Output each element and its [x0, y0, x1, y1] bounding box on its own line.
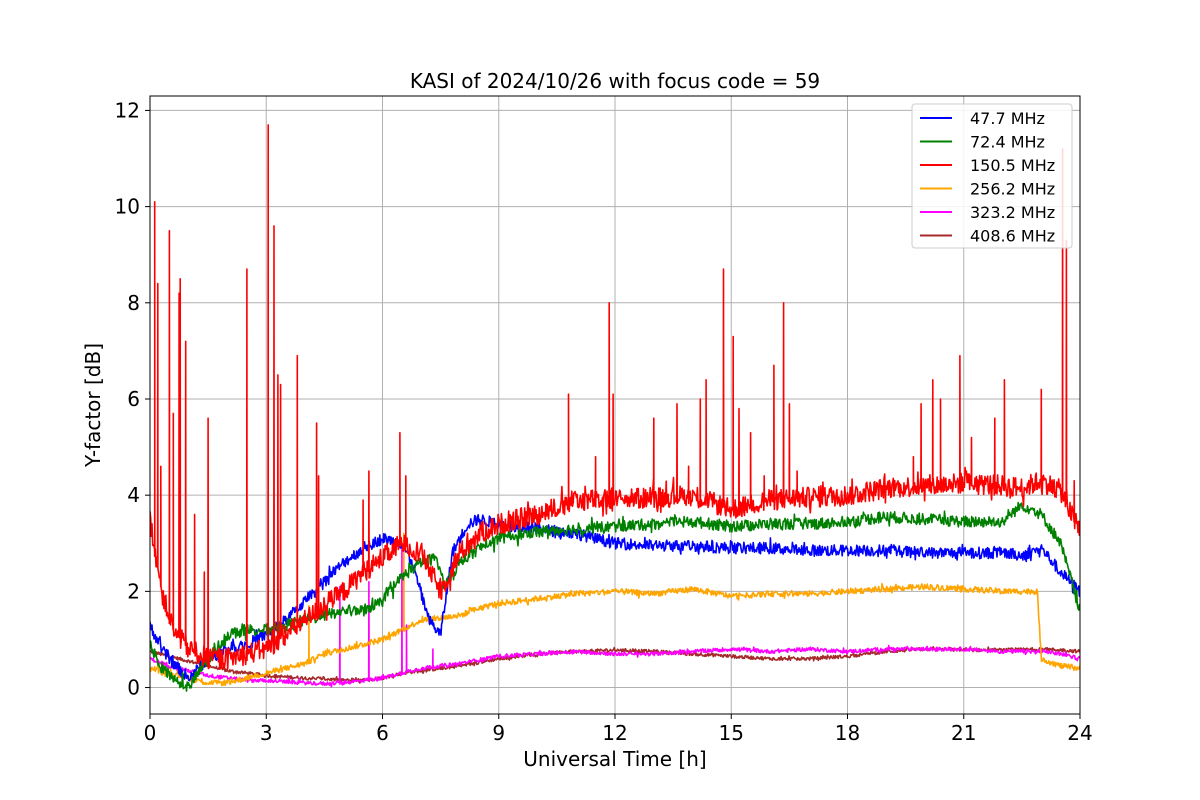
x-tick-label: 15: [719, 721, 744, 745]
x-tick-label: 24: [1067, 721, 1092, 745]
x-tick-label: 9: [492, 721, 505, 745]
y-tick-label: 0: [127, 676, 140, 700]
y-axis-label: Y-factor [dB]: [81, 343, 105, 468]
y-tick-label: 6: [127, 387, 140, 411]
y-tick-label: 4: [127, 483, 140, 507]
x-tick-label: 18: [835, 721, 860, 745]
legend-label: 150.5 MHz: [970, 156, 1055, 175]
y-tick-label: 12: [115, 98, 140, 122]
legend-label: 256.2 MHz: [970, 180, 1055, 199]
series-layer: [150, 124, 1080, 692]
series-line-3: [150, 532, 1080, 687]
x-tick-label: 3: [260, 721, 273, 745]
series-line-0: [150, 514, 1080, 682]
chart-title: KASI of 2024/10/26 with focus code = 59: [410, 69, 820, 93]
x-axis-label: Universal Time [h]: [523, 747, 706, 771]
y-tick-label: 10: [115, 195, 140, 219]
series-line-2: [150, 124, 1080, 670]
x-tick-label: 21: [951, 721, 976, 745]
legend-label: 323.2 MHz: [970, 203, 1055, 222]
series-line-4: [150, 542, 1080, 688]
y-tick-label: 8: [127, 291, 140, 315]
legend-label: 47.7 MHz: [970, 109, 1045, 128]
legend-label: 72.4 MHz: [970, 133, 1045, 152]
y-tick-label: 2: [127, 579, 140, 603]
x-tick-label: 0: [144, 721, 157, 745]
x-tick-label: 12: [602, 721, 627, 745]
legend: 47.7 MHz 72.4 MHz 150.5 MHz 256.2 MHz 323.2…: [911, 103, 1073, 249]
x-tick-label: 6: [376, 721, 389, 745]
legend-label: 408.6 MHz: [970, 227, 1055, 246]
